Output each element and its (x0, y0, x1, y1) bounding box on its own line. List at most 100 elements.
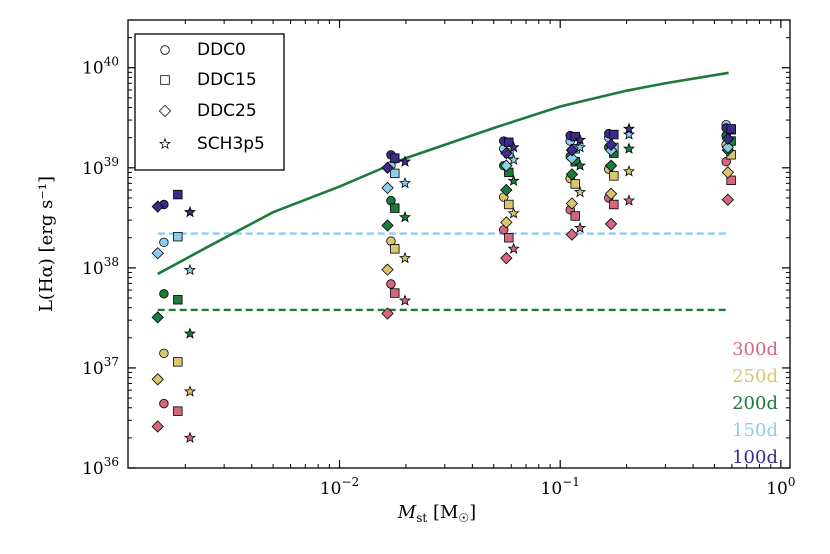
point-ddc15-250d-4 (609, 171, 619, 181)
point-ddc15-250d-0 (173, 357, 183, 367)
point-sch3p5-300d-2 (507, 242, 520, 254)
point-sch3p5-200d-3 (574, 159, 587, 171)
point-sch3p5-200d-0 (183, 327, 196, 339)
x-tick-label-2: 100 (766, 475, 795, 499)
point-sch3p5-300d-4 (622, 194, 636, 206)
model-curve (157, 71, 729, 276)
point-ddc15-300d-4 (609, 199, 619, 210)
point-sch3p5-150d-3 (574, 141, 587, 153)
point-sch3p5-300d-1 (398, 294, 412, 306)
epoch-label-250d: 250d (732, 366, 778, 387)
point-sch3p5-200d-2 (507, 174, 520, 187)
legend-marker-ddc15 (160, 75, 170, 85)
point-ddc25-200d-2 (500, 183, 513, 197)
point-ddc25-300d-4 (604, 217, 618, 231)
point-ddc25-100d-2 (500, 147, 513, 160)
legend-marker-ddc0 (160, 45, 170, 55)
point-ddc25-150d-5 (721, 141, 734, 154)
point-ddc25-200d-3 (565, 168, 579, 181)
x-axis-label: Mst [M☉] (397, 502, 476, 525)
y-tick-label-1: 1037 (82, 355, 119, 379)
epoch-label-200d: 200d (732, 393, 778, 414)
x-axis-label-main: M (397, 502, 417, 523)
point-sch3p5-150d-4 (622, 128, 636, 140)
point-ddc15-100d-4 (609, 129, 619, 140)
point-ddc15-300d-5 (726, 175, 736, 186)
point-ddc15-300d-1 (390, 288, 400, 298)
point-ddc15-250d-3 (570, 179, 580, 189)
point-sch3p5-200d-4 (622, 142, 636, 154)
point-ddc25-150d-3 (565, 151, 579, 165)
x-tick-label-1: 10−1 (541, 475, 580, 499)
point-ddc15-200d-0 (173, 295, 183, 305)
point-sch3p5-100d-2 (507, 141, 520, 153)
axes: 10−2 10−1 100 1036 1037 1038 1039 1040 (82, 19, 796, 499)
point-sch3p5-250d-3 (574, 185, 587, 198)
point-ddc0-300d-1 (386, 279, 396, 289)
point-ddc25-250d-2 (500, 216, 513, 229)
point-ddc0-200d-0 (159, 289, 169, 299)
point-ddc15-250d-2 (504, 199, 514, 210)
legend-label-sch3p5: SCH3p5 (197, 134, 265, 154)
legend-marker-ddc25 (158, 104, 172, 118)
point-ddc25-300d-3 (565, 228, 579, 241)
point-sch3p5-100d-1 (398, 155, 412, 167)
y-tick-label-3: 1039 (82, 155, 119, 179)
point-sch3p5-250d-4 (622, 165, 636, 177)
point-ddc15-300d-2 (504, 233, 514, 243)
point-sch3p5-250d-2 (507, 207, 520, 219)
point-ddc15-100d-5 (726, 124, 736, 134)
line-layer (157, 71, 729, 312)
y-tick-label-0: 1036 (82, 455, 119, 479)
epoch-label-150d: 150d (732, 420, 778, 441)
x-tick-label-0: 10−2 (320, 475, 359, 499)
plot-frame (127, 19, 791, 469)
epoch-label-100d: 100d (732, 447, 778, 468)
point-ddc0-150d-0 (159, 237, 169, 248)
point-ddc15-300d-3 (570, 211, 580, 221)
marker-layer (151, 119, 736, 443)
point-ddc25-250d-3 (565, 197, 579, 210)
legend-markers (158, 45, 172, 150)
point-ddc25-200d-0 (151, 311, 164, 324)
x-axis-label-sub: st (416, 511, 427, 525)
point-ddc15-100d-0 (173, 189, 183, 200)
legend-label-ddc25: DDC25 (197, 101, 257, 121)
point-ddc25-150d-0 (151, 247, 164, 260)
point-ddc0-250d-0 (159, 348, 169, 359)
y-axis-label: L(Hα) [erg s⁻¹] (36, 176, 57, 312)
point-ddc25-250d-5 (721, 166, 734, 179)
point-sch3p5-250d-0 (183, 385, 196, 397)
point-ddc15-100d-1 (390, 153, 400, 163)
epoch-label-300d: 300d (732, 339, 778, 360)
y-tick-label-4: 1040 (82, 55, 119, 79)
point-ddc25-100d-4 (604, 138, 618, 151)
point-ddc15-300d-0 (173, 406, 183, 416)
point-ddc25-250d-0 (151, 373, 164, 386)
point-ddc25-300d-1 (381, 307, 394, 320)
point-ddc25-100d-0 (151, 200, 164, 213)
legend-label-ddc15: DDC15 (197, 70, 257, 90)
point-ddc25-250d-1 (381, 263, 394, 276)
point-sch3p5-100d-0 (183, 205, 196, 218)
point-ddc25-200d-1 (381, 219, 394, 232)
point-sch3p5-300d-0 (183, 431, 196, 443)
legend-frame (134, 33, 285, 171)
point-ddc0-300d-0 (159, 398, 169, 409)
point-ddc25-300d-0 (151, 420, 164, 433)
point-ddc25-100d-3 (565, 144, 579, 157)
point-ddc15-100d-2 (504, 137, 514, 147)
point-ddc25-100d-5 (721, 132, 734, 145)
point-sch3p5-150d-0 (183, 263, 196, 276)
point-ddc25-300d-5 (721, 193, 734, 206)
point-ddc25-150d-2 (500, 159, 513, 172)
point-sch3p5-200d-1 (398, 210, 412, 223)
point-ddc25-250d-4 (604, 187, 618, 200)
legend-marker-sch3p5 (158, 137, 172, 150)
x-axis-label-unit-close: ] (469, 502, 476, 523)
point-ddc25-200d-4 (604, 159, 618, 172)
epoch-labels: 300d 250d 200d 150d 100d (732, 339, 778, 468)
point-sch3p5-300d-3 (574, 221, 587, 234)
y-tick-label-2: 1038 (82, 255, 119, 279)
